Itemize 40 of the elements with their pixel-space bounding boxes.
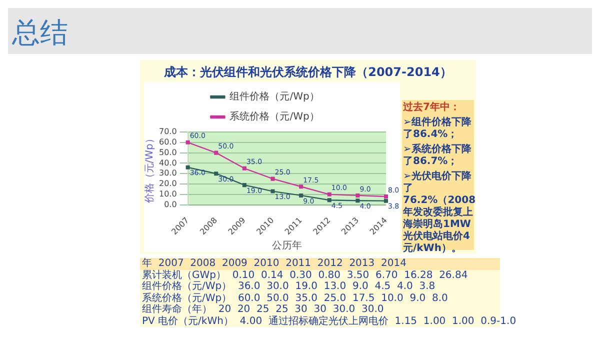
point	[356, 193, 360, 198]
text: 组件寿命（年） 20 20 25 25 30 30 30.0 30.0	[141, 304, 385, 316]
text: 累计装机（GWp） 0.10 0.14 0.30 0.80 3.50 6.70 16.28 26.84	[141, 270, 469, 280]
text: 年 2007 2008 2009 2010 2011 2012 2013 2014	[140, 258, 500, 270]
point	[299, 184, 304, 189]
x-axis-title: 公历年	[272, 240, 302, 252]
text: 组件价格（元/Wp） 36.0 30.0 19.0 13.0 9.0 4.5 4.0 3.8	[141, 281, 436, 292]
y-tick-label: 0.0	[164, 200, 177, 209]
point	[214, 172, 218, 176]
text: 系统价格（元/Wp） 60.0 50.0 35.0 25.0 17.5 10.0 9.0 8.0	[141, 292, 449, 304]
point	[270, 176, 275, 181]
text: ➢组件价格下降了86.4%；	[403, 117, 472, 141]
point	[327, 192, 332, 196]
point	[299, 193, 304, 198]
point	[327, 198, 332, 202]
chart-title: 成本：光伏组件和光伏系统价格下降（2007-2014）	[163, 64, 453, 81]
point	[242, 166, 246, 170]
text: ➢系统价格下降了86.7%；	[403, 144, 472, 168]
point	[384, 198, 388, 203]
text: ➢光伏电价下降了76.2%（2008年发改委批复上海崇明岛1MW光伏电站电价4元/kWh）。	[403, 171, 476, 255]
y-tick-label: 10.0	[159, 189, 177, 198]
y-tick-label: 70.0	[159, 127, 177, 136]
text: 过去7年中：	[403, 102, 461, 114]
y-tick-label: 60.0	[159, 137, 177, 146]
legend-label: 系统价格（元/Wp）	[230, 110, 320, 123]
text: 总结	[12, 15, 68, 51]
y-tick-label: 40.0	[159, 158, 177, 168]
point	[242, 183, 246, 188]
point	[384, 194, 388, 199]
y-axis-title: 价格（元/Wp）	[144, 134, 156, 204]
point	[356, 198, 360, 203]
y-tick-label: 30.0	[159, 168, 177, 178]
y-tick-label: 20.0	[159, 179, 177, 188]
text: PV 电价（元/kWh） 4.00 通过招标确定光伏上网电价 1.15 1.00 1.00 0.9-1.0	[141, 316, 516, 327]
point	[270, 189, 275, 194]
point	[186, 165, 190, 170]
point	[214, 150, 218, 155]
legend-label: 组件价格（元/Wp）	[230, 90, 320, 103]
point	[186, 140, 190, 144]
y-tick-label: 50.0	[159, 148, 177, 157]
